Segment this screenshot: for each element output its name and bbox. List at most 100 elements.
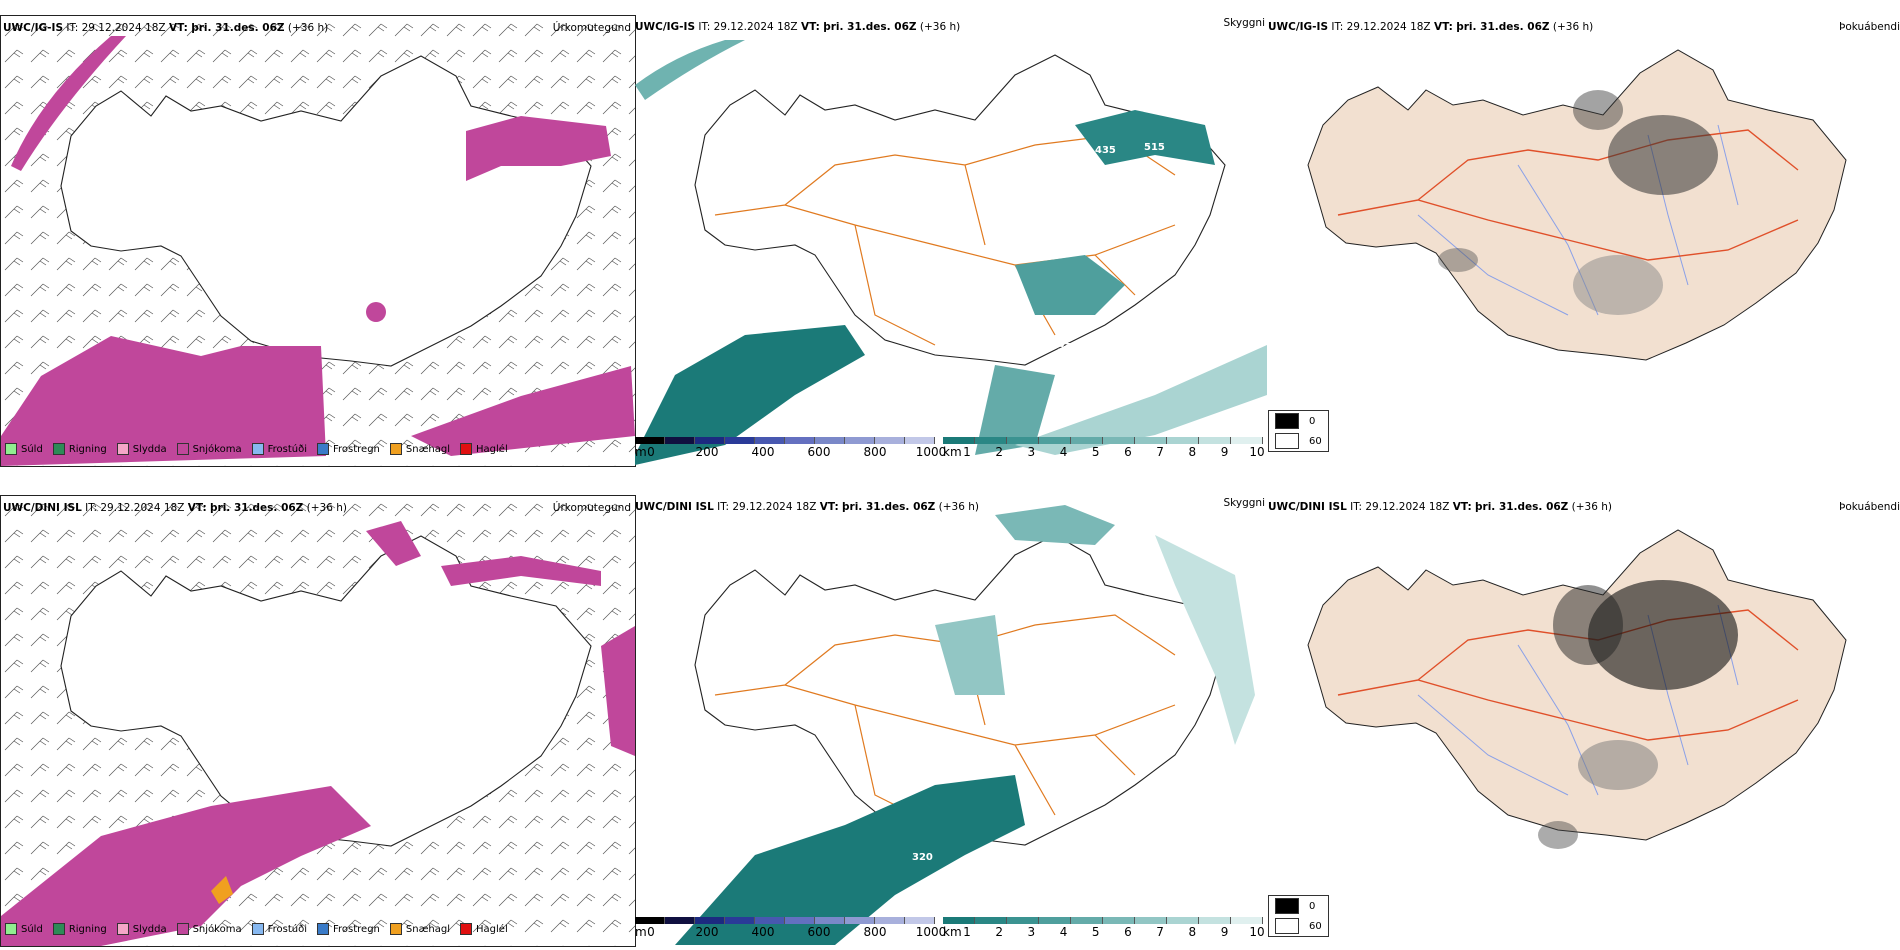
fog-legend-swatch: [1275, 918, 1299, 934]
visibility-colorbar-row1: 1 2 3 4 5 6 7 8 9 10 km: [943, 437, 1265, 459]
colorbar-cell: [635, 437, 665, 444]
colorbar-cell: [943, 917, 975, 924]
colorbar-cell: [815, 437, 845, 444]
colorbar-cell: [1103, 437, 1135, 444]
visibility-title-row1: Skyggni: [1223, 17, 1266, 29]
ceiling-colorbar-cells: [635, 917, 937, 924]
ceiling-colorbar-row1: 0 200 400 600 800 1000 m: [635, 437, 946, 459]
colorbar-cell: [1199, 917, 1231, 924]
visibility-colorbar-cells: [943, 437, 1265, 444]
snow-area-southwest: [1, 786, 371, 946]
visibility-map-row1: 515 435 460 376 377 UWC/IG-IS IT: 29.12.…: [635, 15, 1267, 465]
rivers: [1417, 604, 1739, 796]
vis-band-southeast: [1015, 345, 1267, 455]
fog-legend-row2: 0 60: [1268, 895, 1329, 937]
header-row1-vis: UWC/IG-IS IT: 29.12.2024 18Z VT: þri. 31…: [635, 21, 961, 33]
colorbar-cell: [755, 437, 785, 444]
ceiling-label: 435: [1095, 145, 1116, 156]
legend-freezing-drizzle: Frostúði: [251, 923, 307, 935]
fog-legend-row1: 0 60: [1268, 410, 1329, 452]
legend-hail: Haglél: [460, 443, 508, 455]
colorbar-cell: [1103, 917, 1135, 924]
colorbar-cell: [1007, 437, 1039, 444]
colorbar-cell: [1167, 437, 1199, 444]
iceland-outline: [60, 535, 592, 847]
fog-blob: [1538, 821, 1578, 849]
legend-freezing-rain: Frostregn: [317, 923, 380, 935]
legend-sleet: Slydda: [116, 923, 167, 935]
snow-area-north: [366, 521, 601, 586]
visibility-colorbar-cells: [943, 917, 1265, 924]
snow-area-northeast: [466, 116, 611, 181]
colorbar-cell: [1135, 917, 1167, 924]
colorbar-cell: [665, 437, 695, 444]
legend-sleet: Slydda: [116, 443, 167, 455]
snow-area-southwest: [1, 336, 326, 466]
fog-blob: [1608, 115, 1718, 195]
legend-freezing-rain: Frostregn: [317, 443, 380, 455]
colorbar-cell: [1231, 917, 1263, 924]
ceiling-label: 460: [1048, 168, 1069, 179]
colorbar-cell: [725, 917, 755, 924]
colorbar-cell: [1071, 437, 1103, 444]
colorbar-cell: [1231, 437, 1263, 444]
legend-rain: Rigning: [52, 443, 107, 455]
fog-blob: [1573, 255, 1663, 315]
precip-title-row1: Úrkomutegund: [552, 22, 631, 34]
precip-legend-row2: Súld Rigning Slydda Snjókoma Frostúði Fr…: [5, 923, 508, 935]
colorbar-cell: [905, 437, 935, 444]
vis-area-center: [1015, 255, 1125, 315]
iceland-outline: [694, 54, 1226, 366]
vis-band-west: [635, 40, 745, 100]
colorbar-cell: [875, 917, 905, 924]
iceland-land: [1307, 49, 1847, 361]
colorbar-cell: [975, 917, 1007, 924]
header-row2-vis: UWC/DINI ISL IT: 29.12.2024 18Z VT: þri.…: [635, 501, 979, 513]
colorbar-cell: [1039, 437, 1071, 444]
legend-snow-pellets: Snæhagl: [389, 443, 450, 455]
colorbar-cell: [943, 437, 975, 444]
fog-title-row1: Þokuábendi: [1839, 21, 1900, 33]
colorbar-cell: [785, 917, 815, 924]
colorbar-cell: [845, 917, 875, 924]
colorbar-cell: [1071, 917, 1103, 924]
ceiling-label: 320: [912, 852, 933, 863]
fog-legend-swatch: [1275, 433, 1299, 449]
vis-area-center: [935, 615, 1005, 695]
vis-area-east: [1155, 535, 1255, 745]
legend-hail: Haglél: [460, 923, 508, 935]
precip-map-row2: UWC/DINI ISL IT: 29.12.2024 18Z VT: þri.…: [0, 495, 636, 947]
legend-snow: Snjókoma: [176, 443, 242, 455]
colorbar-cell: [695, 917, 725, 924]
precip-legend-row1: Súld Rigning Slydda Snjókoma Frostúði Fr…: [5, 443, 508, 455]
legend-drizzle: Súld: [5, 443, 43, 455]
colorbar-cell: [1135, 437, 1167, 444]
colorbar-cell: [875, 437, 905, 444]
vis-area-southwest: [635, 325, 865, 465]
precip-title-row2: Úrkomutegund: [552, 502, 631, 514]
header-row1-fog: UWC/IG-IS IT: 29.12.2024 18Z VT: þri. 31…: [1268, 21, 1594, 33]
visibility-map-row2: 320 298 UWC/DINI ISL IT: 29.12.2024 18Z …: [635, 495, 1267, 945]
ceiling-label: 376: [1058, 342, 1079, 353]
iceland-outline: [60, 55, 592, 367]
fog-blob: [1553, 585, 1623, 665]
vis-area-south: [975, 365, 1055, 455]
colorbar-cell: [785, 437, 815, 444]
fog-blob: [1588, 580, 1738, 690]
header-row1: UWC/IG-IS IT: 29.12.2024 18Z VT: þri. 31…: [3, 22, 329, 34]
legend-freezing-drizzle: Frostúði: [251, 443, 307, 455]
colorbar-cell: [845, 437, 875, 444]
colorbar-cell: [1007, 917, 1039, 924]
legend-rain: Rigning: [52, 923, 107, 935]
colorbar-cell: [905, 917, 935, 924]
snow-area-west: [11, 36, 126, 171]
precip-map-row1: UWC/IG-IS IT: 29.12.2024 18Z VT: þri. 31…: [0, 15, 636, 467]
ceiling-label: 377: [936, 388, 957, 399]
fog-blob: [1573, 90, 1623, 130]
snow-area-east: [601, 626, 635, 756]
fog-blob: [1438, 248, 1478, 272]
fog-legend-swatch: [1275, 413, 1299, 429]
header-row2-fog: UWC/DINI ISL IT: 29.12.2024 18Z VT: þri.…: [1268, 501, 1612, 513]
vis-area-north: [995, 505, 1115, 545]
colorbar-cell: [1199, 437, 1231, 444]
